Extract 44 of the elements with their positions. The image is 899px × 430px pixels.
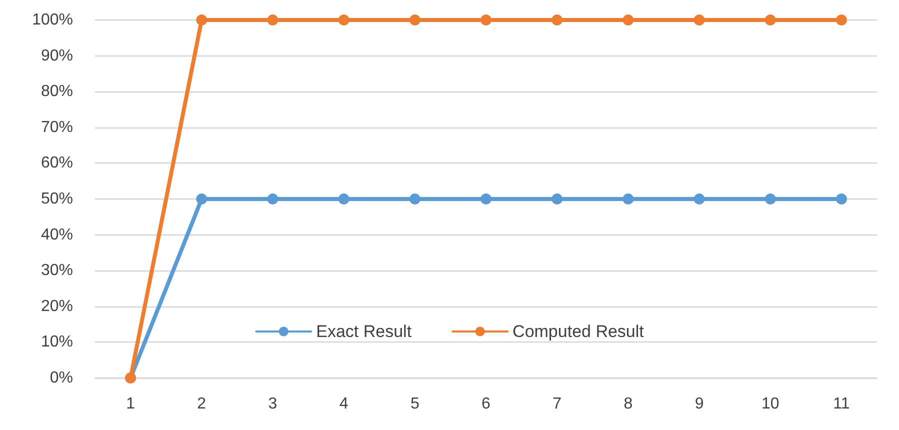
x-tick-label: 4 [339,396,348,412]
point [764,14,776,26]
point [480,14,492,26]
legend-label: Computed Result [512,322,644,341]
x-tick-label: 8 [624,396,633,412]
x-tick-label: 5 [410,396,420,412]
y-tick-label: 10% [40,334,73,351]
x-tick-label: 10 [761,396,780,412]
point [338,14,350,26]
point [267,14,278,26]
y-tick-label: 70% [40,118,73,136]
point [694,14,705,26]
y-tick-label: 20% [40,298,73,315]
point [196,194,208,204]
y-tick-label: 30% [40,262,73,280]
point [409,14,420,26]
x-tick-label: 2 [197,396,206,412]
point [338,194,350,204]
point [764,194,776,204]
x-tick-label: 1 [126,396,136,412]
y-tick-label: 60% [40,154,73,172]
y-tick-label: 90% [40,47,73,64]
point [622,194,634,204]
legend-label: Exact Result [316,322,412,341]
point [622,14,634,26]
y-tick-label: 40% [40,226,73,244]
y-tick-label: 50% [40,190,73,208]
x-tick-label: 6 [482,396,491,412]
point [552,14,563,26]
y-tick-label: 100% [32,12,73,28]
point [836,194,847,204]
point [552,194,563,204]
y-tick-label: 80% [40,83,73,100]
point [480,194,492,204]
point [694,194,705,204]
point [836,14,847,26]
x-tick-label: 11 [833,396,850,412]
y-tick-label: 0% [50,370,73,386]
x-tick-label: 9 [694,396,704,412]
point [196,14,208,26]
point [409,194,420,204]
x-tick-label: 7 [552,396,562,412]
x-tick-label: 3 [268,396,278,412]
point [267,194,278,204]
